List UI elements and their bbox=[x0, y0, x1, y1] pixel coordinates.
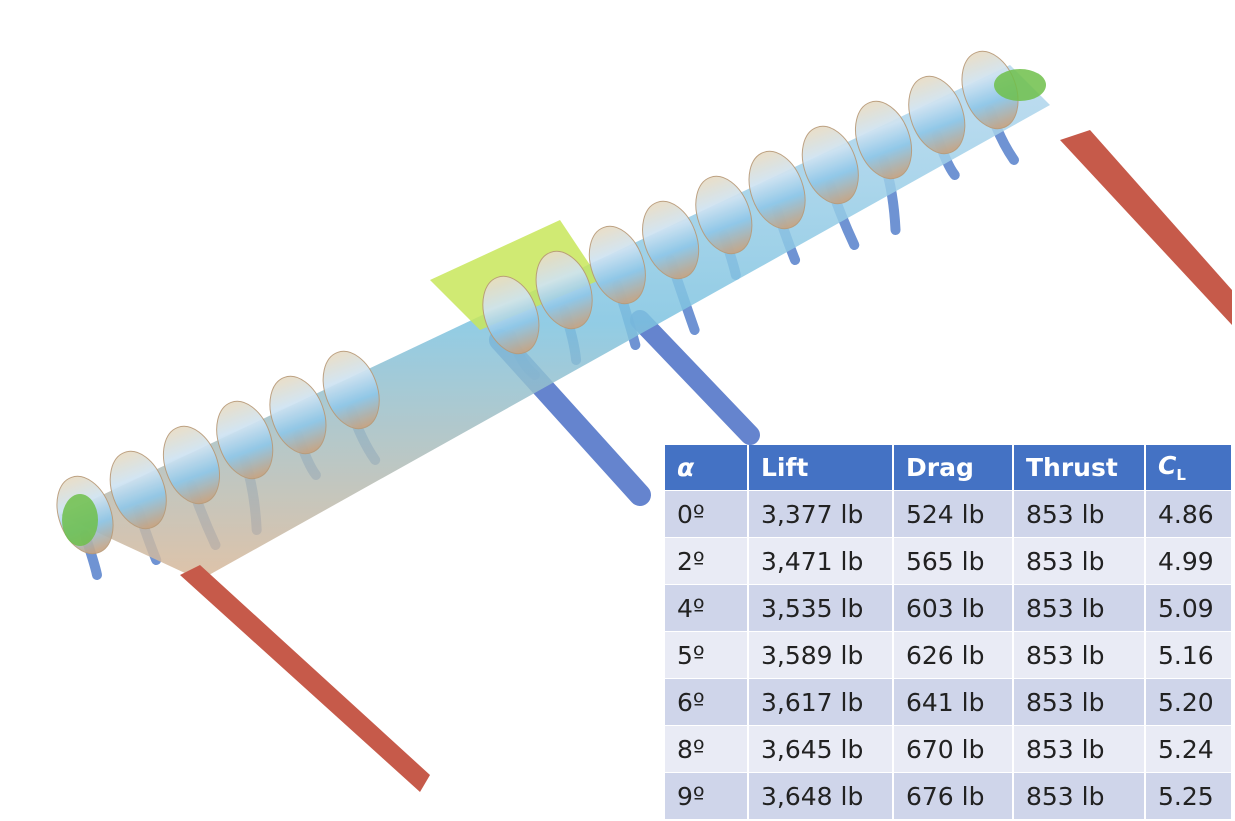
table-cell: 5.24 bbox=[1144, 725, 1231, 773]
nacelle bbox=[162, 425, 220, 505]
table-cell: 3,535 lb bbox=[747, 584, 893, 632]
header-cell: Thrust bbox=[1012, 445, 1145, 491]
header-cell: Drag bbox=[892, 445, 1013, 491]
table-cell: 6º bbox=[665, 678, 748, 726]
table-cell: 5º bbox=[665, 631, 748, 679]
table-cell: 5.20 bbox=[1144, 678, 1231, 726]
nacelles bbox=[56, 50, 1019, 555]
table-cell: 0º bbox=[665, 490, 748, 538]
results-table: α Lift Drag Thrust CL 0º 3,377 lb 524 lb 853 lb… bbox=[665, 445, 1231, 820]
wing-center bbox=[430, 220, 600, 330]
table-container: α Lift Drag Thrust CL 0º 3,377 lb 524 lb 853 lb… bbox=[665, 445, 1231, 821]
tip-right bbox=[994, 69, 1046, 101]
table-cell: 524 lb bbox=[892, 490, 1013, 538]
table-cell: 3,589 lb bbox=[747, 631, 893, 679]
table-cell: 8º bbox=[665, 725, 748, 773]
nacelle bbox=[695, 175, 753, 255]
tip-left bbox=[62, 494, 98, 546]
table-cell: 853 lb bbox=[1012, 631, 1145, 679]
wake-streak bbox=[630, 310, 760, 445]
table-cell: 5.16 bbox=[1144, 631, 1231, 679]
nacelle bbox=[482, 275, 540, 355]
header-cell: Lift bbox=[747, 445, 893, 491]
table-cell: 3,648 lb bbox=[747, 772, 893, 820]
table-cell: 3,471 lb bbox=[747, 537, 893, 585]
nacelle bbox=[269, 375, 327, 455]
table-cell: 565 lb bbox=[892, 537, 1013, 585]
nacelle bbox=[908, 75, 966, 155]
table-row: 0º 3,377 lb 524 lb 853 lb 4.86 bbox=[665, 490, 1231, 538]
nacelle bbox=[322, 350, 380, 430]
table-cell: 603 lb bbox=[892, 584, 1013, 632]
table-cell: 853 lb bbox=[1012, 772, 1145, 820]
table-row: 8º 3,645 lb 670 lb 853 lb 5.24 bbox=[665, 725, 1231, 773]
table-cell: 676 lb bbox=[892, 772, 1013, 820]
table-row: 6º 3,617 lb 641 lb 853 lb 5.20 bbox=[665, 678, 1231, 726]
table-cell: 2º bbox=[665, 537, 748, 585]
table-cell: 4º bbox=[665, 584, 748, 632]
header-cell: CL bbox=[1144, 445, 1231, 491]
nacelle bbox=[216, 400, 274, 480]
table-cell: 853 lb bbox=[1012, 584, 1145, 632]
table-cell: 641 lb bbox=[892, 678, 1013, 726]
nacelle bbox=[588, 225, 646, 305]
table-cell: 5.09 bbox=[1144, 584, 1231, 632]
nacelle bbox=[748, 150, 806, 230]
table-row: 4º 3,535 lb 603 lb 853 lb 5.09 bbox=[665, 584, 1231, 632]
nacelle bbox=[801, 125, 859, 205]
table-row: 5º 3,589 lb 626 lb 853 lb 5.16 bbox=[665, 631, 1231, 679]
table-cell: 853 lb bbox=[1012, 678, 1145, 726]
nacelle bbox=[642, 200, 700, 280]
table-cell: 626 lb bbox=[892, 631, 1013, 679]
header-cell: α bbox=[665, 445, 748, 491]
strut-left bbox=[180, 565, 430, 792]
table-cell: 3,617 lb bbox=[747, 678, 893, 726]
header-subscript: L bbox=[1176, 466, 1186, 484]
table-cell: 853 lb bbox=[1012, 537, 1145, 585]
table-row: 9º 3,648 lb 676 lb 853 lb 5.25 bbox=[665, 772, 1231, 820]
nacelle bbox=[855, 100, 913, 180]
table-cell: 9º bbox=[665, 772, 748, 820]
strut-right bbox=[1060, 130, 1232, 325]
table-cell: 670 lb bbox=[892, 725, 1013, 773]
table-cell: 853 lb bbox=[1012, 725, 1145, 773]
table-row: 2º 3,471 lb 565 lb 853 lb 4.99 bbox=[665, 537, 1231, 585]
table-cell: 3,377 lb bbox=[747, 490, 893, 538]
nacelle bbox=[109, 450, 167, 530]
table-cell: 853 lb bbox=[1012, 490, 1145, 538]
nacelle bbox=[535, 250, 593, 330]
table-cell: 4.86 bbox=[1144, 490, 1231, 538]
header-symbol: C bbox=[1158, 451, 1177, 480]
table-cell: 5.25 bbox=[1144, 772, 1231, 820]
header-row: α Lift Drag Thrust CL bbox=[665, 445, 1231, 491]
table-cell: 4.99 bbox=[1144, 537, 1231, 585]
table-cell: 3,645 lb bbox=[747, 725, 893, 773]
